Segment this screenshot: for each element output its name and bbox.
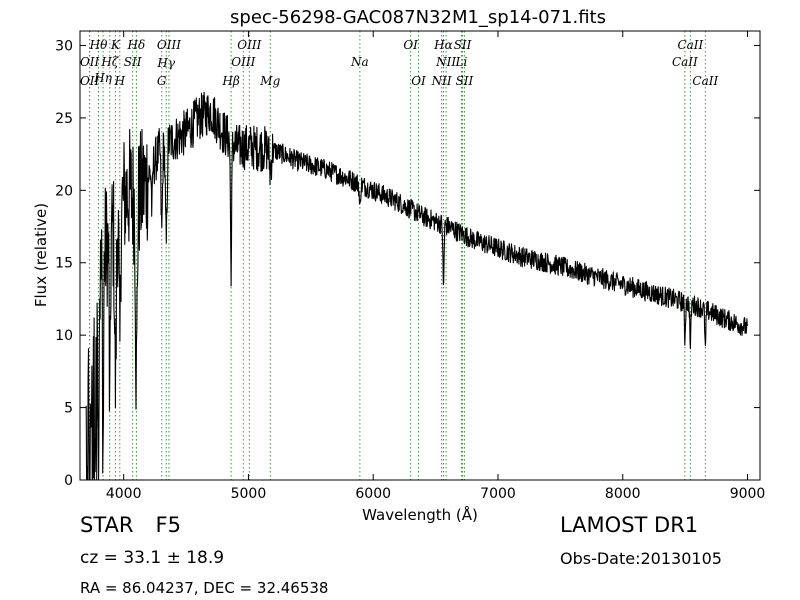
observation-date: Obs-Date:20130105 (560, 549, 722, 568)
y-tick-label: 10 (55, 328, 73, 344)
line-marker-label: NII (435, 55, 456, 69)
line-marker-label: Hη (93, 71, 112, 85)
x-tick-label: 6000 (355, 486, 391, 502)
spectrum-line (85, 91, 748, 481)
line-marker-label: CaII (672, 55, 698, 69)
subclass-value: F5 (155, 513, 181, 537)
line-marker-label: CaII (692, 74, 718, 88)
line-marker-label: OIII (157, 38, 181, 52)
y-tick-label: 30 (55, 38, 73, 54)
line-marker-label: OII (80, 74, 100, 88)
line-marker-label: SII (456, 74, 474, 88)
line-marker-label: OIII (231, 55, 255, 69)
line-marker-label: Hζ (100, 55, 119, 69)
x-tick-label: 5000 (231, 486, 267, 502)
line-marker-label: H (114, 74, 126, 88)
line-marker-label: Hδ (127, 38, 146, 52)
line-marker-label: OI (411, 74, 426, 88)
y-tick-label: 5 (64, 401, 73, 417)
class-value: STAR (80, 513, 134, 537)
chart-title: spec-56298-GAC087N32M1_sp14-071.fits (230, 7, 606, 28)
y-tick-label: 0 (64, 473, 73, 489)
spectral-line-markers (89, 31, 706, 480)
line-marker-label: Hα (433, 38, 453, 52)
line-marker-label: K (110, 38, 121, 52)
x-tick-label: 7000 (480, 486, 516, 502)
redshift-cz: cz = 33.1 ± 18.9 (80, 548, 225, 568)
x-tick-label: 9000 (730, 486, 766, 502)
plot-area-frame (79, 30, 761, 481)
survey-name: LAMOST DR1 (560, 513, 699, 537)
line-marker-label: Hβ (221, 74, 239, 88)
x-tick-label: 8000 (605, 486, 641, 502)
x-axis-label: Wavelength (Å) (362, 505, 478, 524)
y-tick-label: 25 (55, 111, 73, 127)
y-tick-label: 20 (55, 183, 73, 199)
object-class: STAR F5 (80, 513, 181, 537)
line-marker-label: CaII (677, 38, 703, 52)
line-marker-label: Hθ (89, 38, 108, 52)
line-marker-label: SII (124, 55, 142, 69)
x-tick-label: 4000 (106, 486, 142, 502)
y-axis-label: Flux (relative) (32, 203, 50, 307)
line-marker-label: OIII (237, 38, 261, 52)
line-marker-label: NII (431, 74, 452, 88)
line-marker-label: OI (403, 38, 418, 52)
line-marker-label: G (157, 74, 167, 88)
line-marker-label: Hγ (156, 56, 175, 70)
line-marker-label: Mg (259, 74, 280, 88)
y-tick-label: 15 (55, 256, 73, 272)
line-marker-label: OII (80, 55, 100, 69)
line-marker-label: Li (455, 55, 468, 69)
x-axis-ticks: 4000 5000 6000 7000 8000 9000 (106, 31, 765, 502)
ra-dec-coordinates: RA = 86.04237, DEC = 32.46538 (80, 579, 329, 597)
y-axis-ticks: 0 5 10 15 20 25 30 (55, 38, 760, 489)
line-marker-label: Na (350, 55, 369, 69)
line-marker-label: SII (454, 38, 472, 52)
